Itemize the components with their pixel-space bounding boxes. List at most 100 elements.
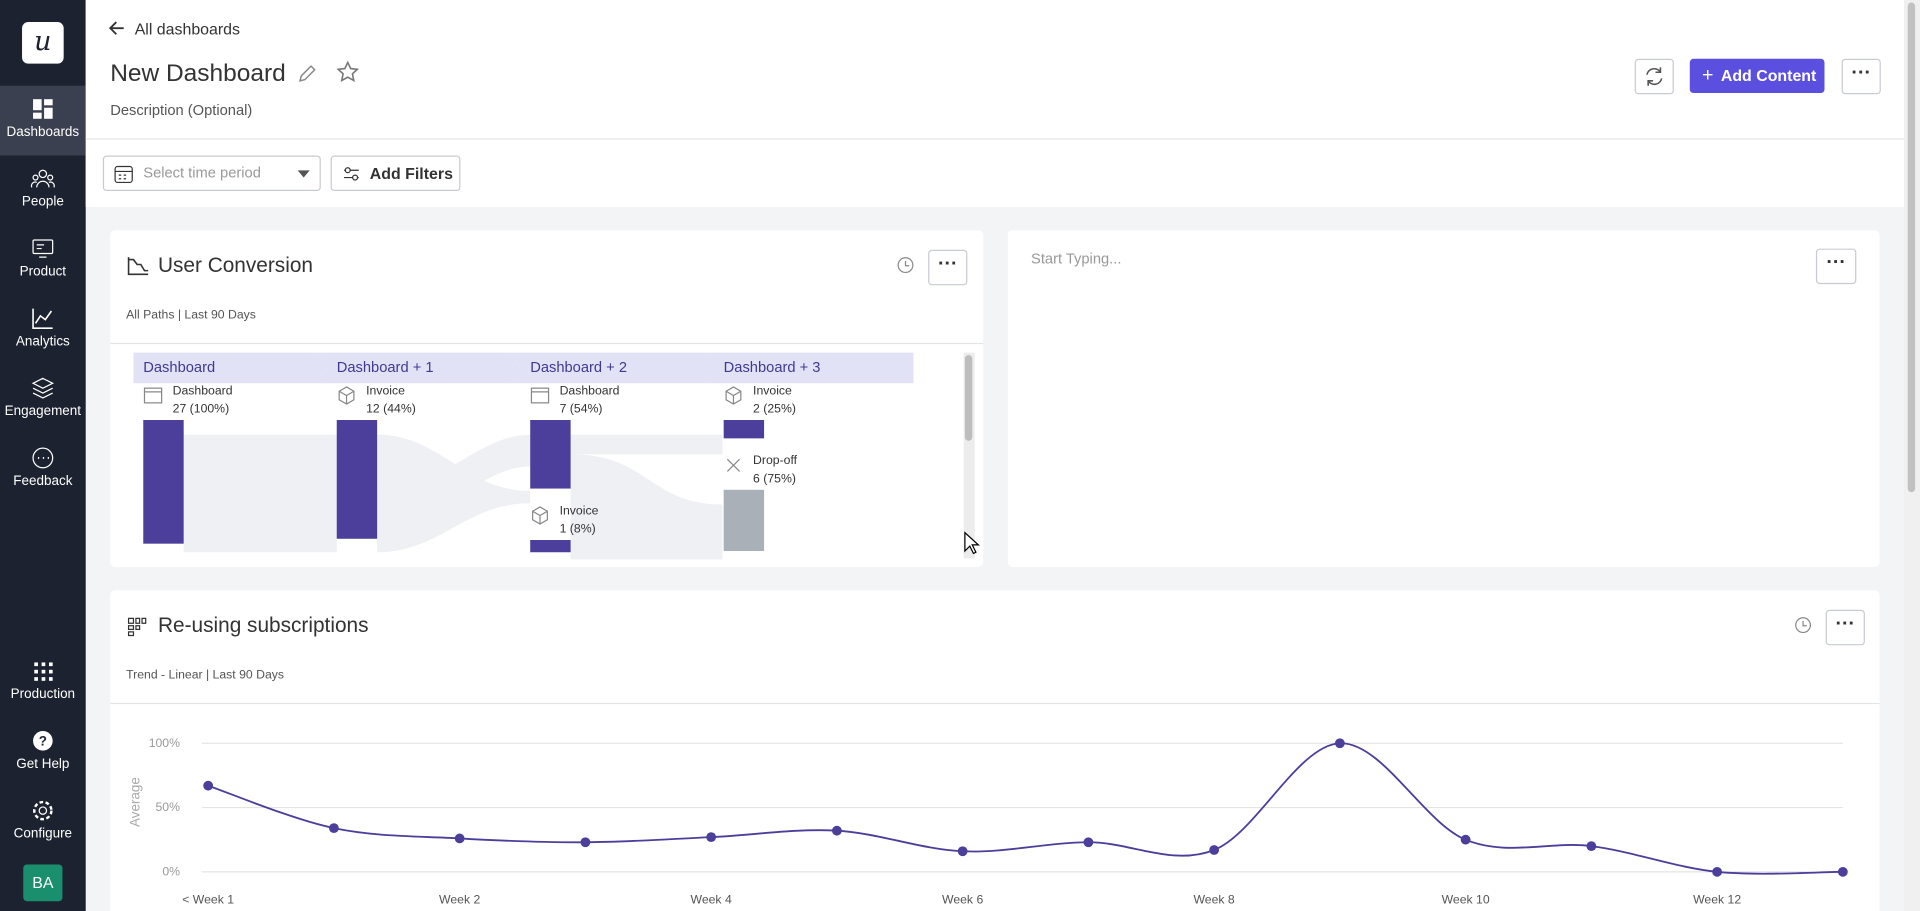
nav-item[interactable]: Configure [0, 787, 86, 857]
nav-icon [33, 99, 53, 119]
data-point[interactable] [580, 837, 591, 848]
nav-icon: ? [33, 731, 53, 751]
nav-item[interactable]: ? Get Help [0, 718, 86, 788]
widget-title[interactable]: Re-using subscriptions [157, 613, 369, 637]
flow [183, 434, 337, 553]
flow [377, 434, 531, 528]
widget-more-button[interactable]: ··· [928, 249, 968, 286]
x-tick-label: Week 6 [942, 893, 983, 907]
path-chart: Dashboard Dashboard 27 (100%) Dashboard + 1… [110, 344, 983, 560]
edit-icon[interactable] [296, 62, 318, 84]
x-tick-label: < Week 1 [182, 893, 234, 907]
flow [570, 454, 723, 560]
add-filters-label: Add Filters [369, 164, 453, 183]
refresh-icon [1646, 67, 1663, 86]
data-point[interactable] [1586, 841, 1597, 852]
nav-label: Configure [13, 826, 73, 842]
nav-icon [31, 377, 55, 399]
nav-label: Engagement [4, 404, 82, 419]
node-label: Invoice [559, 504, 599, 518]
more-button[interactable]: ··· [1841, 58, 1881, 95]
widget-more-button[interactable]: ··· [1815, 248, 1857, 285]
y-tick-label: 100% [149, 736, 180, 750]
node-label: Dashboard [559, 384, 620, 398]
description[interactable]: Description (Optional) [110, 101, 253, 119]
add-content-label: Add Content [1720, 66, 1817, 85]
node-bar [530, 540, 571, 553]
data-point[interactable] [957, 846, 968, 857]
star-icon[interactable] [336, 60, 360, 84]
data-point[interactable] [1460, 834, 1471, 845]
nav-item[interactable]: Analytics [0, 295, 86, 365]
widget-subtitle: All Paths | Last 90 Days [126, 308, 256, 323]
inner-scroll-thumb[interactable] [964, 355, 973, 441]
nav-icon [32, 239, 54, 258]
node-bar [723, 420, 765, 439]
node-bar [530, 420, 571, 489]
dashboard-title[interactable]: New Dashboard [110, 60, 286, 87]
back-link[interactable]: All dashboards [134, 19, 241, 38]
add-filters-button[interactable]: Add Filters [330, 155, 461, 192]
dropoff-bar [723, 489, 765, 552]
add-content-button[interactable]: + Add Content [1689, 58, 1825, 94]
node-label: Drop-off [753, 454, 798, 468]
refresh-button[interactable] [1634, 58, 1674, 95]
svg-text:?: ? [39, 734, 47, 749]
mouse-cursor [964, 531, 980, 555]
nav-label: Feedback [13, 473, 73, 489]
node-count: 27 (100%) [172, 402, 230, 417]
node-count: 2 (25%) [753, 402, 796, 417]
data-point[interactable] [1083, 837, 1094, 848]
data-point[interactable] [1334, 738, 1345, 749]
node-label: Invoice [753, 384, 792, 398]
event-icon [725, 386, 742, 405]
data-point[interactable] [1837, 866, 1848, 877]
event-icon [532, 506, 548, 525]
funnel-icon [127, 257, 149, 276]
text-card: Start Typing... ··· [1007, 230, 1880, 567]
logo[interactable]: u [22, 22, 64, 64]
back-arrow[interactable] [108, 20, 125, 37]
node-count: 12 (44%) [366, 402, 416, 417]
x-tick-label: Week 4 [691, 893, 732, 907]
data-point[interactable] [706, 832, 717, 843]
node-label: Dashboard [172, 384, 233, 398]
time-period-select[interactable]: Select time period [102, 155, 321, 192]
widget-more-button[interactable]: ··· [1825, 609, 1865, 646]
chart-card: Re-using subscriptions ··· Trend - Linea… [110, 590, 1880, 911]
nav-item[interactable]: Engagement [0, 365, 86, 435]
nav-item[interactable]: Production [0, 648, 86, 718]
data-point[interactable] [454, 833, 465, 844]
data-point[interactable] [203, 780, 214, 791]
step-header [317, 352, 521, 384]
nav-item[interactable]: Dashboards [0, 85, 86, 156]
x-tick-label: Week 2 [439, 893, 480, 907]
scroll-thumb[interactable] [1907, 2, 1916, 493]
data-point[interactable] [329, 823, 339, 834]
data-point[interactable] [1209, 845, 1220, 855]
text-placeholder[interactable]: Start Typing... [1031, 249, 1122, 267]
node-count: 6 (75%) [753, 472, 796, 487]
widget-title[interactable]: User Conversion [157, 253, 313, 277]
nav-icon [34, 662, 53, 681]
clock-icon [1795, 617, 1812, 634]
step-name: Dashboard + 1 [336, 358, 434, 376]
nav-item[interactable]: Feedback [0, 435, 86, 505]
event-icon [143, 387, 163, 404]
nav-icon [32, 308, 53, 329]
data-point[interactable] [1712, 866, 1723, 877]
nav-item[interactable]: People [0, 156, 86, 226]
step-header [510, 352, 714, 384]
inner-scrollbar [963, 352, 975, 559]
data-point[interactable] [831, 825, 842, 836]
step-name: Dashboard + 2 [530, 358, 628, 376]
avatar[interactable]: BA [23, 864, 63, 902]
widget-subtitle: Trend - Linear | Last 90 Days [126, 668, 285, 683]
node-label: Invoice [366, 384, 405, 398]
nav-icon [30, 169, 55, 188]
filter-icon [344, 167, 359, 181]
time-period-placeholder: Select time period [143, 164, 261, 182]
nav-item[interactable]: Product [0, 225, 86, 295]
